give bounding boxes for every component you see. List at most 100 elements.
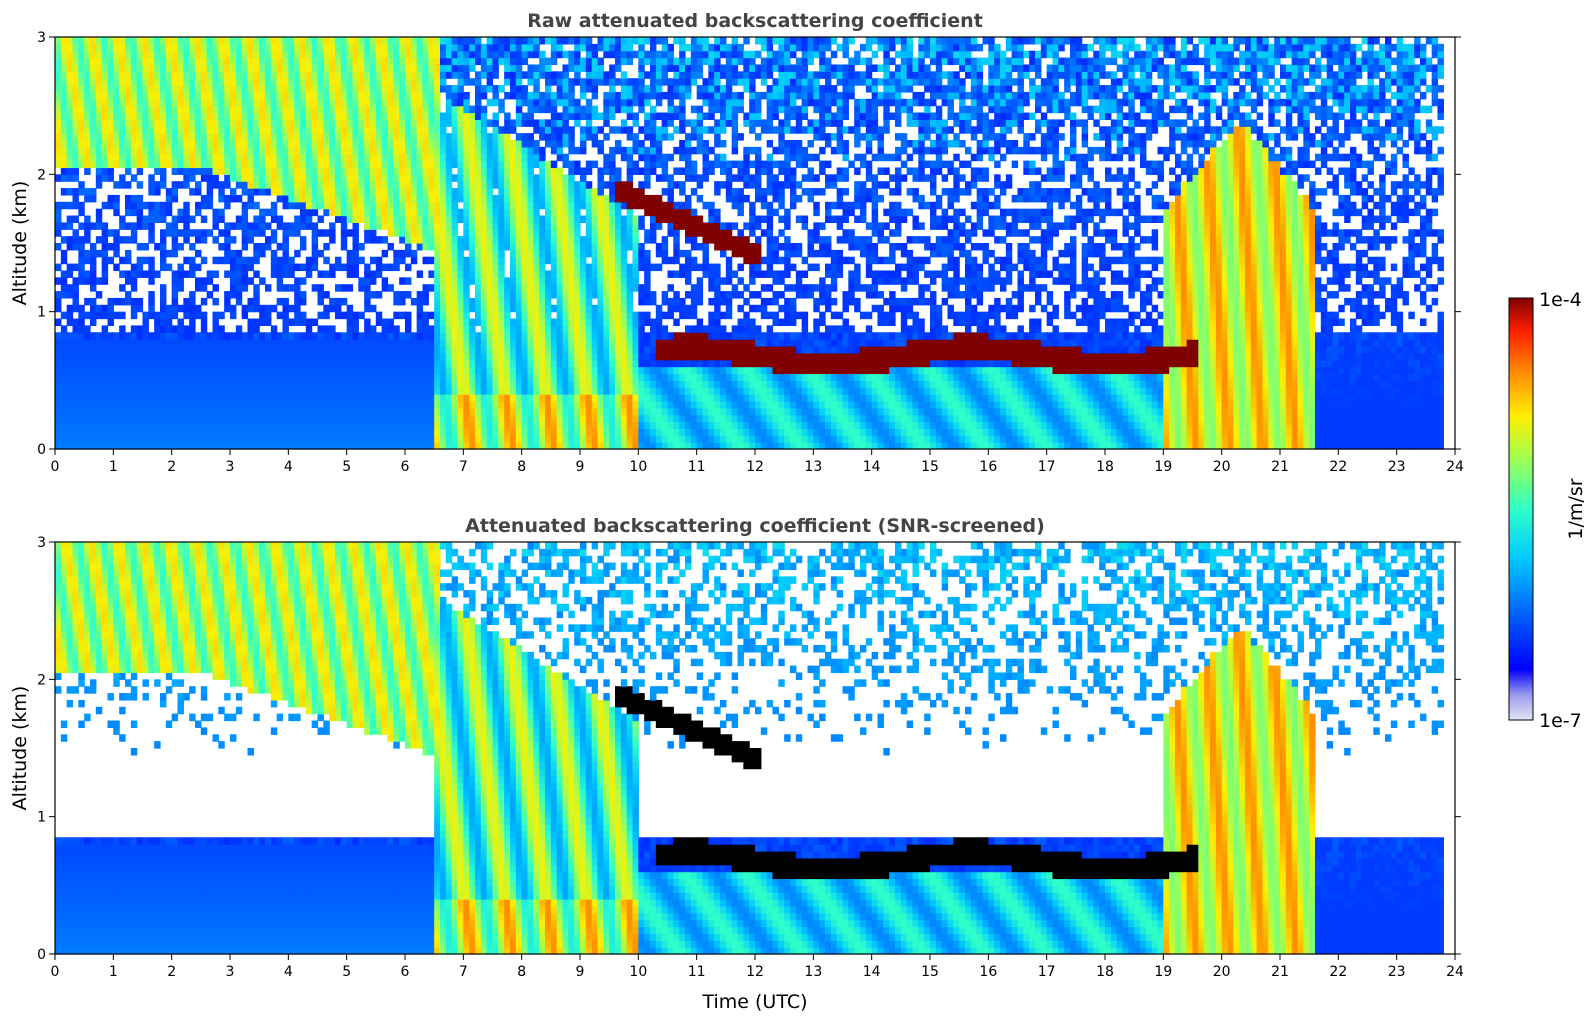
heatmap-cell (445, 249, 453, 258)
heatmap-cell (72, 91, 79, 100)
heatmap-cell (288, 366, 295, 375)
heatmap-cell (189, 325, 196, 333)
heatmap-cell (486, 43, 494, 52)
heatmap-cell (171, 407, 179, 416)
heatmap-cell (597, 256, 604, 265)
heatmap-cell (55, 85, 62, 93)
heatmap-cell (469, 270, 476, 278)
heatmap-cell (148, 359, 155, 368)
heatmap-cell (370, 133, 377, 141)
heatmap-cell (393, 126, 400, 134)
heatmap-cell (142, 311, 149, 320)
heatmap-cell (533, 263, 540, 272)
heatmap-cell (113, 352, 120, 361)
heatmap-cell (165, 98, 173, 107)
heatmap-cell (183, 91, 190, 100)
heatmap-cell (160, 311, 167, 320)
heatmap-cell (545, 297, 552, 306)
heatmap-cell (457, 105, 464, 114)
heatmap-cell (364, 160, 371, 169)
heatmap-cell (288, 71, 295, 79)
heatmap-cell (463, 37, 470, 45)
heatmap-cell (270, 339, 278, 347)
heatmap-cell (381, 188, 389, 196)
heatmap-cell (580, 387, 587, 395)
heatmap-cell (410, 339, 418, 347)
heatmap-cell (253, 146, 260, 155)
heatmap-cell (545, 167, 552, 175)
heatmap-cell (440, 50, 447, 59)
heatmap-cell (294, 119, 301, 127)
heatmap-cell (545, 277, 552, 285)
heatmap-cell (603, 366, 610, 375)
heatmap-cell (84, 414, 91, 423)
heatmap-cell (399, 387, 406, 395)
heatmap-cell (375, 37, 383, 45)
heatmap-cell (405, 174, 412, 182)
heatmap-cell (469, 43, 476, 52)
heatmap-cell (183, 78, 190, 86)
heatmap-cell (66, 387, 74, 395)
heatmap-cell (440, 284, 447, 292)
heatmap-cell (393, 85, 400, 93)
heatmap-cell (510, 352, 517, 361)
heatmap-cell (416, 91, 424, 100)
heatmap-cell (504, 71, 511, 79)
heatmap-cell (90, 57, 97, 66)
heatmap-cell (498, 318, 505, 326)
heatmap-cell (370, 98, 377, 107)
heatmap-cell (165, 229, 173, 237)
heatmap-cell (206, 98, 214, 107)
heatmap-cell (539, 50, 546, 59)
heatmap-cell (521, 380, 529, 388)
heatmap-cell (515, 229, 523, 237)
heatmap-cell (550, 256, 558, 265)
heatmap-cell (562, 435, 569, 443)
heatmap-cell (370, 174, 377, 182)
heatmap-cell (346, 339, 354, 347)
heatmap-cell (340, 37, 348, 45)
heatmap-cell (428, 366, 435, 375)
heatmap-cell (498, 194, 505, 203)
heatmap-cell (527, 236, 534, 244)
heatmap-cell (562, 366, 569, 375)
heatmap-cell (364, 297, 371, 306)
heatmap-cell (375, 188, 383, 196)
heatmap-cell (533, 428, 540, 436)
heatmap-cell (591, 387, 599, 395)
heatmap-cell (603, 229, 610, 237)
heatmap-cell (253, 153, 260, 162)
heatmap-cell (113, 359, 120, 368)
heatmap-cell (230, 442, 237, 450)
heatmap-cell (585, 263, 593, 272)
heatmap-cell (440, 407, 447, 416)
heatmap-cell (136, 126, 144, 134)
heatmap-cell (230, 380, 237, 388)
heatmap-cell (259, 421, 266, 429)
heatmap-cell (95, 442, 103, 450)
heatmap-cell (370, 373, 377, 381)
heatmap-cell (55, 43, 62, 52)
heatmap-cell (288, 332, 295, 340)
heatmap-cell (364, 318, 371, 326)
heatmap-cell (101, 325, 109, 333)
heatmap-cell (148, 435, 155, 443)
heatmap-cell (533, 194, 540, 203)
heatmap-cell (527, 91, 534, 100)
heatmap-cell (358, 71, 365, 79)
heatmap-cell (585, 421, 593, 429)
heatmap-cell (235, 277, 243, 285)
heatmap-cell (545, 229, 552, 237)
heatmap-cell (90, 297, 97, 306)
heatmap-cell (352, 119, 359, 127)
heatmap-cell (300, 428, 307, 436)
heatmap-cell (84, 188, 91, 196)
heatmap-cell (259, 153, 266, 162)
heatmap-cell (165, 140, 173, 148)
heatmap-cell (183, 37, 190, 45)
heatmap-cell (55, 91, 62, 100)
heatmap-cell (556, 359, 564, 368)
heatmap-cell (416, 297, 424, 306)
heatmap-cell (177, 421, 184, 429)
heatmap-cell (434, 167, 441, 175)
